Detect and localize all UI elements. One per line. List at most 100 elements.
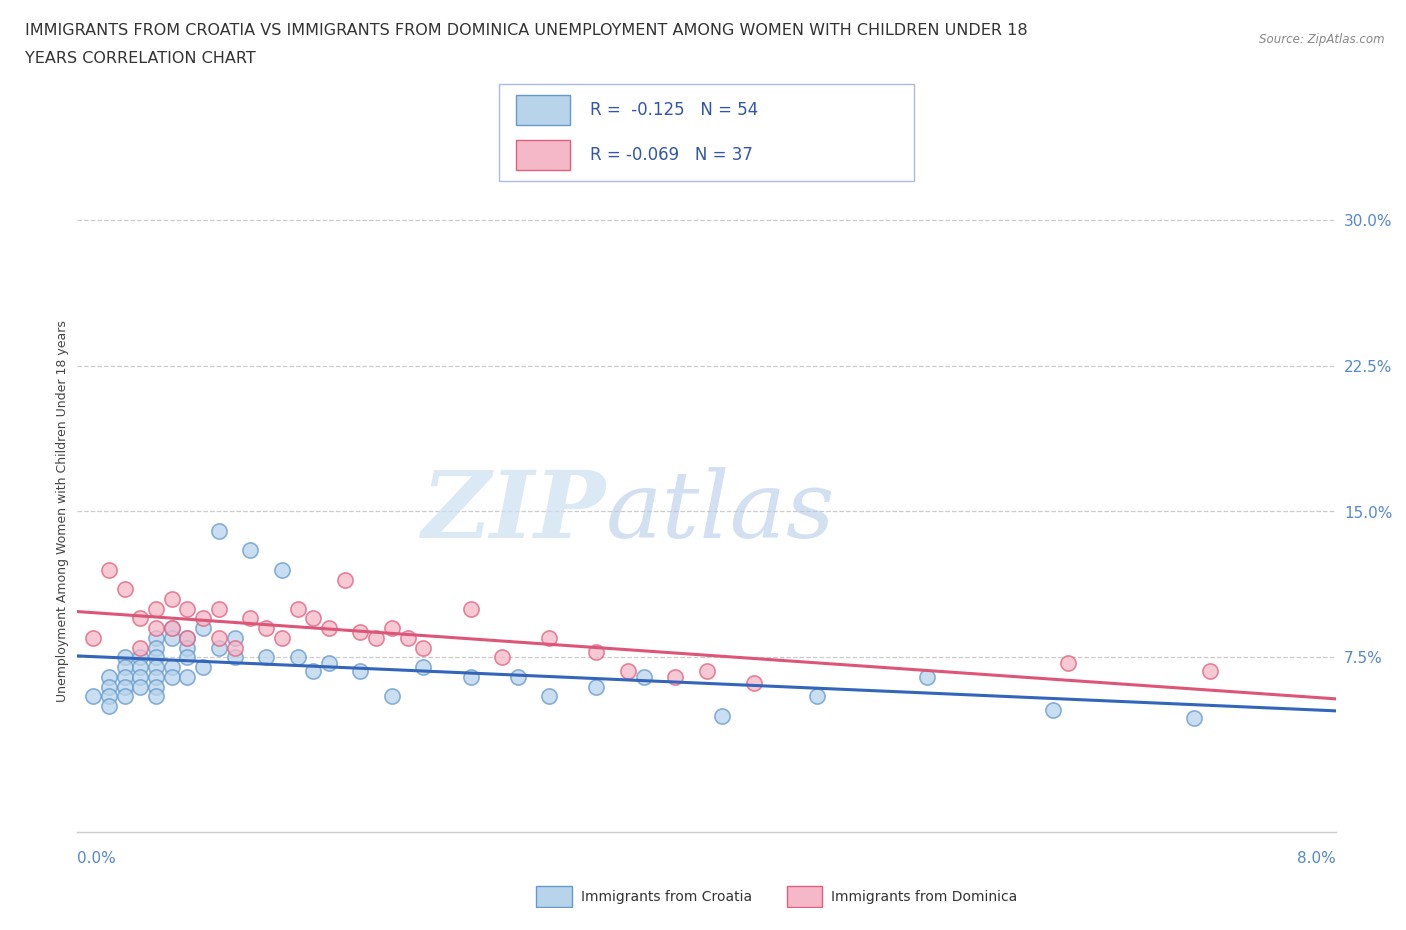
Y-axis label: Unemployment Among Women with Children Under 18 years: Unemployment Among Women with Children U… [56,321,69,702]
Point [617,663,640,678]
Point [208,602,231,617]
Point [381,620,404,635]
Point [633,670,655,684]
Point [114,670,136,684]
Point [97,563,120,578]
Point [287,602,309,617]
Point [538,631,561,645]
Point [270,631,292,645]
Text: Immigrants from Dominica: Immigrants from Dominica [831,889,1017,904]
Point [318,656,340,671]
Point [224,650,246,665]
Point [270,563,292,578]
Point [460,670,482,684]
Point [224,631,246,645]
Point [129,679,152,694]
Point [585,644,607,659]
Bar [516,96,569,125]
Point [145,631,167,645]
Point [129,640,152,655]
Point [1198,663,1220,678]
Point [208,631,231,645]
Text: 8.0%: 8.0% [1296,851,1336,866]
Point [381,689,404,704]
Point [129,611,152,626]
Point [129,670,152,684]
Text: R =  -0.125   N = 54: R = -0.125 N = 54 [591,101,759,119]
Point [160,620,183,635]
Point [302,663,325,678]
Point [114,582,136,597]
Point [208,640,231,655]
Point [287,650,309,665]
Point [145,602,167,617]
Text: atlas: atlas [606,467,835,556]
Point [239,543,262,558]
Point [208,524,231,538]
Point [97,689,120,704]
Point [145,650,167,665]
Point [696,663,718,678]
Point [412,640,434,655]
Point [160,670,183,684]
Point [349,625,371,640]
Point [538,689,561,704]
Point [145,679,167,694]
Point [129,659,152,674]
Text: R = -0.069   N = 37: R = -0.069 N = 37 [591,146,754,164]
Point [742,675,765,690]
Point [160,631,183,645]
Point [97,679,120,694]
Point [82,689,104,704]
Point [1042,702,1064,717]
Point [191,611,215,626]
Point [318,620,340,635]
Point [176,631,198,645]
Point [176,602,198,617]
Text: ZIP: ZIP [422,467,606,556]
Point [396,631,419,645]
Point [97,698,120,713]
Point [176,670,198,684]
Text: Immigrants from Croatia: Immigrants from Croatia [581,889,752,904]
Point [129,650,152,665]
Point [254,620,277,635]
Text: 0.0%: 0.0% [77,851,117,866]
Bar [516,140,569,169]
Point [254,650,277,665]
Point [176,640,198,655]
Point [160,620,183,635]
Point [412,659,434,674]
Point [664,670,686,684]
Point [114,650,136,665]
Text: YEARS CORRELATION CHART: YEARS CORRELATION CHART [25,51,256,66]
Text: IMMIGRANTS FROM CROATIA VS IMMIGRANTS FROM DOMINICA UNEMPLOYMENT AMONG WOMEN WIT: IMMIGRANTS FROM CROATIA VS IMMIGRANTS FR… [25,23,1028,38]
Point [176,650,198,665]
Point [366,631,388,645]
Point [711,709,734,724]
Point [333,572,356,587]
Point [585,679,607,694]
Point [1182,711,1205,725]
Point [506,670,529,684]
Point [491,650,513,665]
Point [145,640,167,655]
Point [145,659,167,674]
Point [114,679,136,694]
Point [97,670,120,684]
Point [160,591,183,606]
Point [114,689,136,704]
Text: Source: ZipAtlas.com: Source: ZipAtlas.com [1260,33,1385,46]
Point [145,689,167,704]
Point [224,640,246,655]
Point [145,670,167,684]
Point [806,689,828,704]
Point [114,659,136,674]
Point [145,620,167,635]
Point [191,659,215,674]
Point [1057,656,1080,671]
Point [460,602,482,617]
Point [349,663,371,678]
Point [191,620,215,635]
Point [160,659,183,674]
